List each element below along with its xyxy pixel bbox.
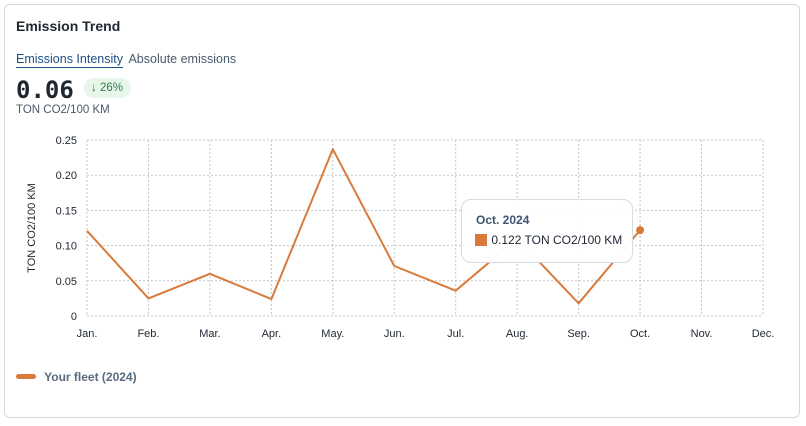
- x-tick-label: Jan.: [77, 328, 98, 340]
- chart-tooltip: Oct. 2024 0.122 TON CO2/100 KM: [461, 199, 633, 263]
- tooltip-series-swatch: [475, 234, 487, 246]
- arrow-down-icon: ↓: [91, 82, 97, 94]
- x-axis-ticks: Jan. Feb. Mar. Apr. May. Jun. Jul. Aug. Sep. Oct.…: [77, 328, 775, 340]
- change-badge: ↓ 26%: [84, 78, 131, 98]
- x-tick-label: Nov.: [691, 328, 713, 340]
- x-tick-label: Oct.: [630, 328, 650, 340]
- emission-trend-card: [4, 4, 800, 418]
- y-tick-label: 0.25: [56, 135, 77, 147]
- x-tick-label: Dec.: [752, 328, 775, 340]
- x-tick-label: Aug.: [506, 328, 529, 340]
- series-your-fleet: [86, 148, 645, 305]
- legend-series-name: Your fleet (2024): [44, 370, 137, 384]
- y-tick-label: 0.10: [56, 241, 77, 253]
- chart-legend[interactable]: Your fleet (2024): [16, 370, 137, 384]
- series-line: [86, 148, 641, 305]
- chart-grid: [86, 139, 764, 317]
- x-tick-label: Sep.: [567, 328, 590, 340]
- x-tick-label: Feb.: [137, 328, 159, 340]
- tooltip-title: Oct. 2024: [476, 213, 530, 227]
- x-tick-label: Jul.: [447, 328, 464, 340]
- y-axis-ticks: 0 0.05 0.10 0.15 0.20 0.25: [56, 135, 77, 323]
- x-tick-label: Apr.: [262, 328, 282, 340]
- y-tick-label: 0: [71, 311, 77, 323]
- tab-emissions-intensity[interactable]: Emissions Intensity: [16, 52, 123, 68]
- metric-tabs: Emissions Intensity Absolute emissions: [16, 52, 237, 68]
- x-tick-label: May.: [321, 328, 344, 340]
- card-title: Emission Trend: [16, 18, 121, 34]
- kpi-value: 0.06: [16, 76, 74, 104]
- y-tick-label: 0.15: [56, 205, 77, 217]
- legend-swatch: [16, 374, 36, 380]
- x-tick-label: Mar.: [199, 328, 220, 340]
- y-tick-label: 0.20: [56, 170, 77, 182]
- kpi-unit: TON CO2/100 KM: [16, 104, 110, 116]
- y-axis-label: TON CO2/100 KM: [26, 183, 38, 273]
- tooltip-value: 0.122 TON CO2/100 KM: [491, 233, 623, 247]
- tooltip-row: 0.122 TON CO2/100 KM: [475, 233, 622, 247]
- y-tick-label: 0.05: [56, 276, 77, 288]
- active-data-point[interactable]: [636, 226, 645, 235]
- x-tick-label: Jun.: [384, 328, 405, 340]
- change-percent: 26%: [99, 82, 123, 94]
- tab-absolute-emissions[interactable]: Absolute emissions: [128, 52, 237, 66]
